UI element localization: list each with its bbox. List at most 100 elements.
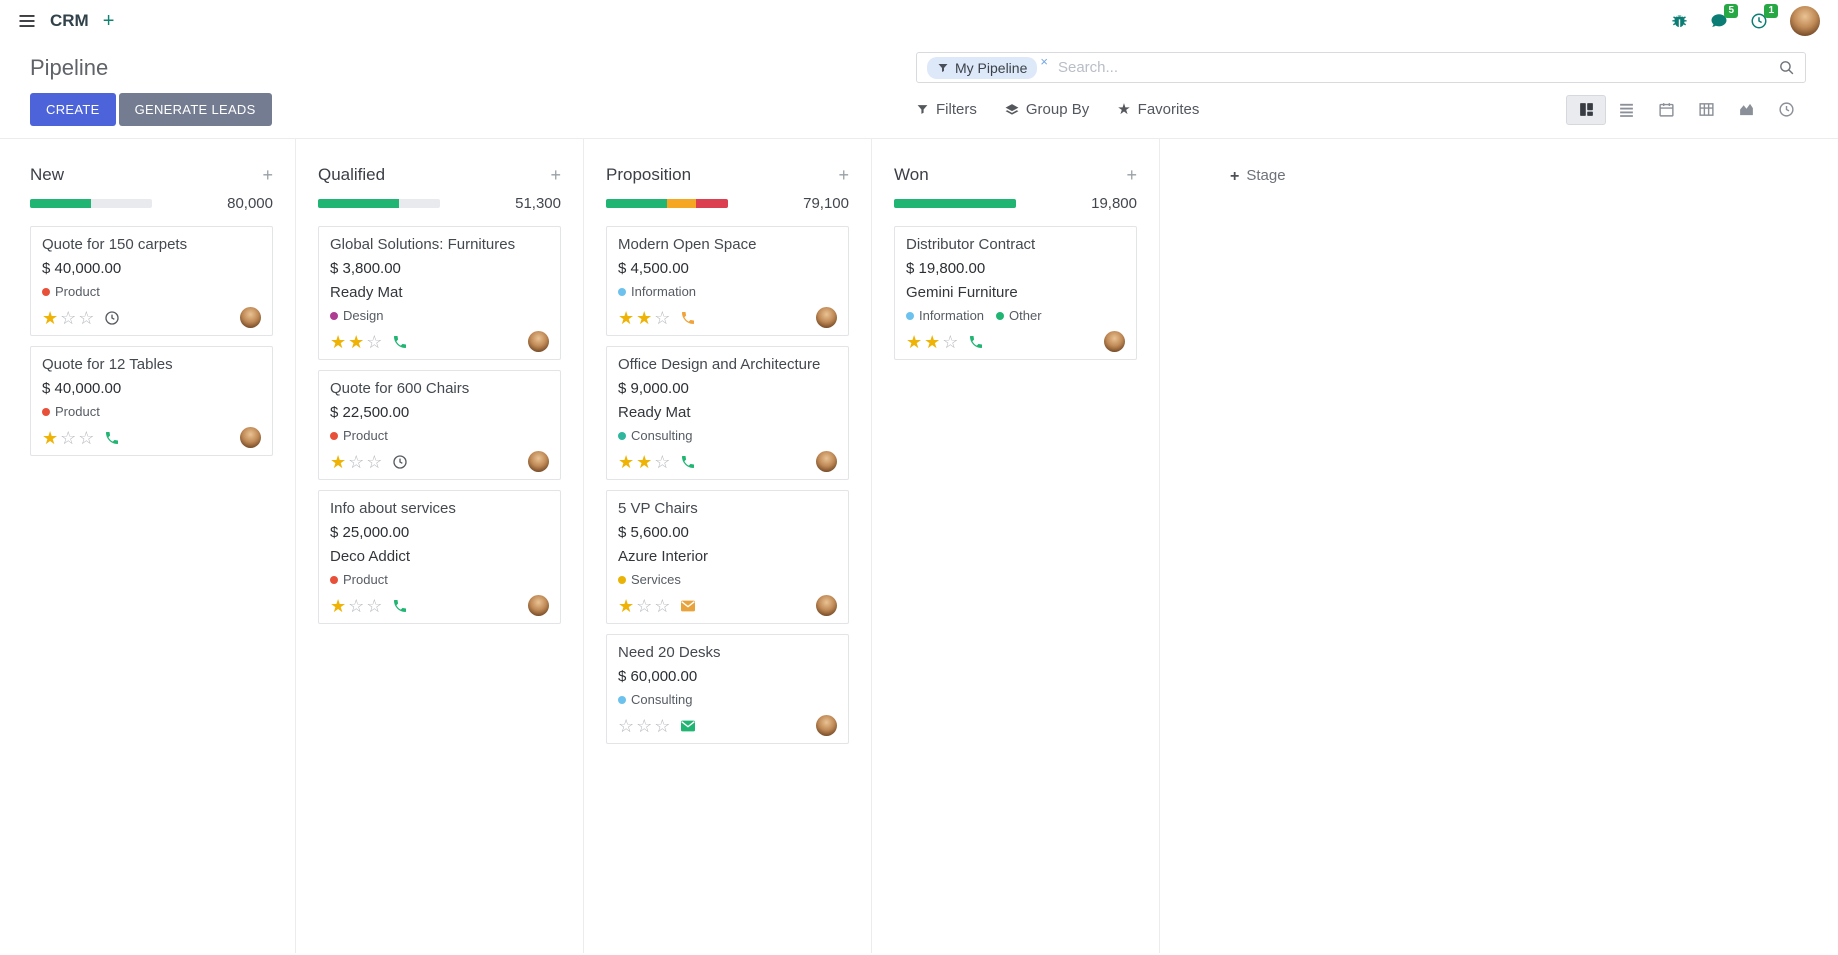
kanban-card[interactable]: Quote for 600 Chairs $ 22,500.00 Product: [318, 370, 561, 480]
generate-leads-button[interactable]: GENERATE LEADS: [118, 93, 272, 126]
clock-icon[interactable]: [104, 310, 120, 326]
activities-clock-icon[interactable]: 1: [1750, 4, 1778, 30]
envelope-icon[interactable]: [680, 598, 696, 614]
favorites-button[interactable]: ★ Favorites: [1117, 101, 1199, 118]
kanban-card[interactable]: Need 20 Desks $ 60,000.00 Consulting: [606, 634, 849, 744]
calendar-view-button[interactable]: [1646, 95, 1686, 125]
column-progressbar[interactable]: [30, 199, 152, 208]
column-progressbar[interactable]: [606, 199, 728, 208]
card-avatar[interactable]: [528, 595, 549, 616]
star-icon[interactable]: ☆: [618, 715, 635, 736]
card-avatar[interactable]: [240, 427, 261, 448]
star-icon[interactable]: ★: [636, 307, 653, 328]
phone-icon[interactable]: [680, 310, 696, 326]
star-icon[interactable]: ☆: [78, 427, 95, 448]
progress-segment[interactable]: [894, 199, 1016, 208]
apps-menu-button[interactable]: [18, 12, 36, 30]
card-title[interactable]: Office Design and Architecture: [618, 356, 821, 373]
priority-stars[interactable]: ★ ★ ☆: [330, 333, 384, 351]
star-icon[interactable]: ☆: [636, 715, 653, 736]
priority-stars[interactable]: ☆ ☆ ☆: [618, 717, 672, 735]
card-title[interactable]: Distributor Contract: [906, 236, 1036, 253]
star-icon[interactable]: ☆: [654, 715, 671, 736]
star-icon[interactable]: ☆: [654, 595, 671, 616]
star-icon[interactable]: ★: [42, 427, 59, 448]
star-icon[interactable]: ★: [636, 451, 653, 472]
star-icon[interactable]: ★: [348, 331, 365, 352]
star-icon[interactable]: ☆: [348, 451, 365, 472]
list-view-button[interactable]: [1606, 95, 1646, 125]
add-stage-button[interactable]: + Stage: [1230, 167, 1286, 189]
envelope-icon[interactable]: [680, 718, 696, 734]
column-add-button[interactable]: +: [550, 165, 561, 185]
card-avatar[interactable]: [528, 331, 549, 352]
kanban-card[interactable]: Info about services $ 25,000.00 Deco Add…: [318, 490, 561, 624]
progress-segment[interactable]: [30, 199, 91, 208]
star-icon[interactable]: ★: [330, 331, 347, 352]
star-icon[interactable]: ★: [618, 595, 635, 616]
kanban-card[interactable]: Office Design and Architecture $ 9,000.0…: [606, 346, 849, 480]
phone-icon[interactable]: [680, 454, 696, 470]
progress-segment[interactable]: [606, 199, 667, 208]
star-icon[interactable]: ☆: [654, 451, 671, 472]
card-avatar[interactable]: [1104, 331, 1125, 352]
kanban-card[interactable]: Global Solutions: Furnitures $ 3,800.00 …: [318, 226, 561, 360]
star-icon[interactable]: ☆: [348, 595, 365, 616]
card-avatar[interactable]: [816, 307, 837, 328]
priority-stars[interactable]: ★ ☆ ☆: [330, 597, 384, 615]
progress-segment[interactable]: [667, 199, 697, 208]
column-title[interactable]: Qualified: [318, 165, 386, 184]
star-icon[interactable]: ★: [42, 307, 59, 328]
phone-icon[interactable]: [968, 334, 984, 350]
priority-stars[interactable]: ★ ☆ ☆: [42, 309, 96, 327]
clock-icon[interactable]: [392, 454, 408, 470]
activity-view-button[interactable]: [1766, 95, 1806, 125]
star-icon[interactable]: ★: [618, 451, 635, 472]
star-icon[interactable]: ★: [330, 595, 347, 616]
kanban-card[interactable]: 5 VP Chairs $ 5,600.00 Azure Interior Se…: [606, 490, 849, 624]
progress-segment[interactable]: [696, 199, 728, 208]
create-button[interactable]: CREATE: [30, 93, 116, 126]
remove-facet-button[interactable]: ×: [1040, 53, 1048, 69]
priority-stars[interactable]: ★ ★ ☆: [906, 333, 960, 351]
card-title[interactable]: Quote for 600 Chairs: [330, 380, 470, 397]
column-progressbar[interactable]: [894, 199, 1016, 208]
group-by-button[interactable]: Group By: [1005, 101, 1089, 118]
kanban-card[interactable]: Distributor Contract $ 19,800.00 Gemini …: [894, 226, 1137, 360]
debug-bug-icon[interactable]: [1671, 13, 1688, 30]
card-avatar[interactable]: [816, 451, 837, 472]
progress-segment[interactable]: [318, 199, 399, 208]
priority-stars[interactable]: ★ ☆ ☆: [330, 453, 384, 471]
kanban-card[interactable]: Quote for 12 Tables $ 40,000.00 Product: [30, 346, 273, 456]
kanban-card[interactable]: Modern Open Space $ 4,500.00 Information: [606, 226, 849, 336]
star-icon[interactable]: ☆: [60, 307, 77, 328]
star-icon[interactable]: ☆: [60, 427, 77, 448]
star-icon[interactable]: ★: [618, 307, 635, 328]
search-facet[interactable]: My Pipeline: [927, 56, 1038, 79]
add-menu-button[interactable]: +: [103, 10, 115, 33]
card-title[interactable]: 5 VP Chairs: [618, 500, 698, 517]
star-icon[interactable]: ☆: [654, 307, 671, 328]
column-title[interactable]: Proposition: [606, 165, 692, 184]
card-title[interactable]: Quote for 150 carpets: [42, 236, 188, 253]
column-title[interactable]: Won: [894, 165, 929, 184]
kanban-card[interactable]: Quote for 150 carpets $ 40,000.00 Produc…: [30, 226, 273, 336]
priority-stars[interactable]: ★ ☆ ☆: [618, 597, 672, 615]
star-icon[interactable]: ★: [906, 331, 923, 352]
phone-icon[interactable]: [392, 334, 408, 350]
star-icon[interactable]: ☆: [366, 595, 383, 616]
graph-view-button[interactable]: [1726, 95, 1766, 125]
search-icon[interactable]: [1778, 59, 1795, 76]
star-icon[interactable]: ☆: [366, 451, 383, 472]
priority-stars[interactable]: ★ ★ ☆: [618, 453, 672, 471]
card-title[interactable]: Quote for 12 Tables: [42, 356, 173, 373]
app-name[interactable]: CRM: [50, 11, 89, 30]
column-progressbar[interactable]: [318, 199, 440, 208]
star-icon[interactable]: ★: [330, 451, 347, 472]
card-avatar[interactable]: [528, 451, 549, 472]
column-add-button[interactable]: +: [838, 165, 849, 185]
card-title[interactable]: Modern Open Space: [618, 236, 757, 253]
card-avatar[interactable]: [816, 595, 837, 616]
column-add-button[interactable]: +: [262, 165, 273, 185]
column-title[interactable]: New: [30, 165, 65, 184]
